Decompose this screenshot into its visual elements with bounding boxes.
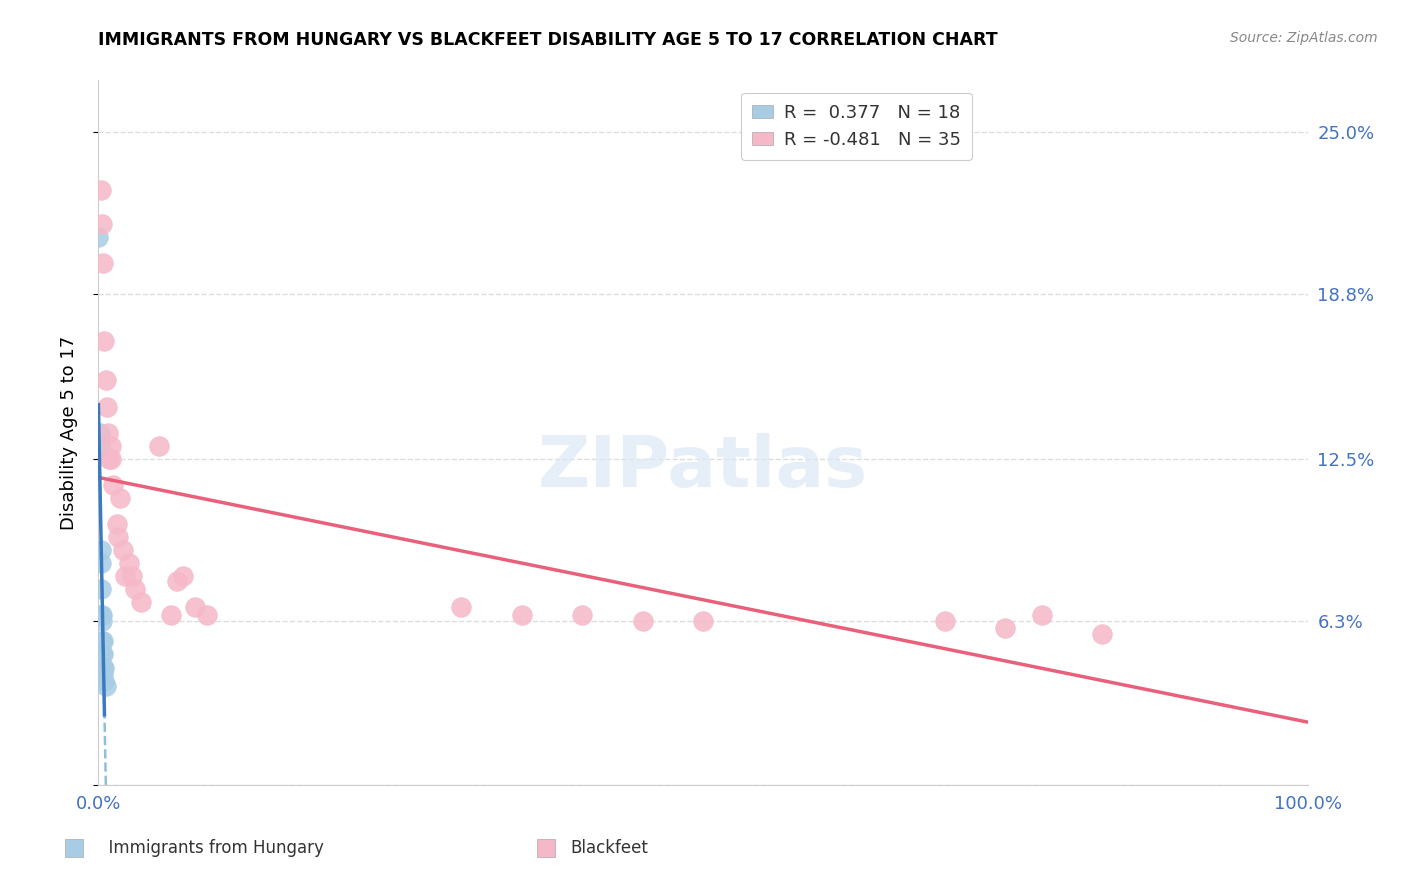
Point xyxy=(91,634,114,648)
Point xyxy=(91,608,114,623)
Point xyxy=(89,439,111,453)
Point xyxy=(105,516,128,531)
Point xyxy=(98,451,121,466)
Point xyxy=(121,569,143,583)
Point xyxy=(89,425,111,440)
Point xyxy=(90,608,112,623)
Point xyxy=(91,648,114,662)
Point xyxy=(90,183,112,197)
Point xyxy=(90,543,112,558)
Text: Blackfeet: Blackfeet xyxy=(569,839,648,857)
Point xyxy=(91,648,114,662)
Point xyxy=(160,608,183,623)
Point xyxy=(124,582,146,597)
Point xyxy=(91,660,114,674)
Point xyxy=(1091,626,1114,640)
Point xyxy=(96,400,118,414)
Point xyxy=(100,439,122,453)
Point xyxy=(94,679,117,693)
Point xyxy=(91,614,114,628)
Point xyxy=(148,439,170,453)
Point xyxy=(91,217,114,231)
Point xyxy=(450,600,472,615)
Point xyxy=(90,582,112,597)
Y-axis label: Disability Age 5 to 17: Disability Age 5 to 17 xyxy=(59,335,77,530)
Point xyxy=(994,621,1017,635)
Point xyxy=(94,373,117,387)
Point xyxy=(114,569,136,583)
Legend: R =  0.377   N = 18, R = -0.481   N = 35: R = 0.377 N = 18, R = -0.481 N = 35 xyxy=(741,93,972,160)
Text: IMMIGRANTS FROM HUNGARY VS BLACKFEET DISABILITY AGE 5 TO 17 CORRELATION CHART: IMMIGRANTS FROM HUNGARY VS BLACKFEET DIS… xyxy=(98,31,998,49)
Point xyxy=(571,608,593,623)
Point xyxy=(87,230,110,244)
Point xyxy=(93,660,115,674)
Point xyxy=(1031,608,1053,623)
Point xyxy=(91,665,114,680)
Point xyxy=(111,543,134,558)
Point xyxy=(510,608,533,623)
Point xyxy=(101,478,124,492)
Point xyxy=(692,614,714,628)
Point xyxy=(97,425,120,440)
Point xyxy=(631,614,654,628)
Text: Source: ZipAtlas.com: Source: ZipAtlas.com xyxy=(1230,31,1378,45)
Point xyxy=(184,600,207,615)
Point xyxy=(91,256,114,270)
Point xyxy=(107,530,129,544)
Point xyxy=(90,556,112,570)
Point xyxy=(108,491,131,505)
Point xyxy=(100,451,122,466)
Text: ZIPatlas: ZIPatlas xyxy=(538,434,868,502)
Point xyxy=(129,595,152,609)
Point xyxy=(93,673,115,688)
Point xyxy=(118,556,141,570)
Point xyxy=(195,608,218,623)
Point xyxy=(172,569,194,583)
Point xyxy=(166,574,188,589)
Point xyxy=(93,334,115,349)
Point xyxy=(934,614,956,628)
Point xyxy=(91,634,114,648)
Text: Immigrants from Hungary: Immigrants from Hungary xyxy=(98,839,325,857)
